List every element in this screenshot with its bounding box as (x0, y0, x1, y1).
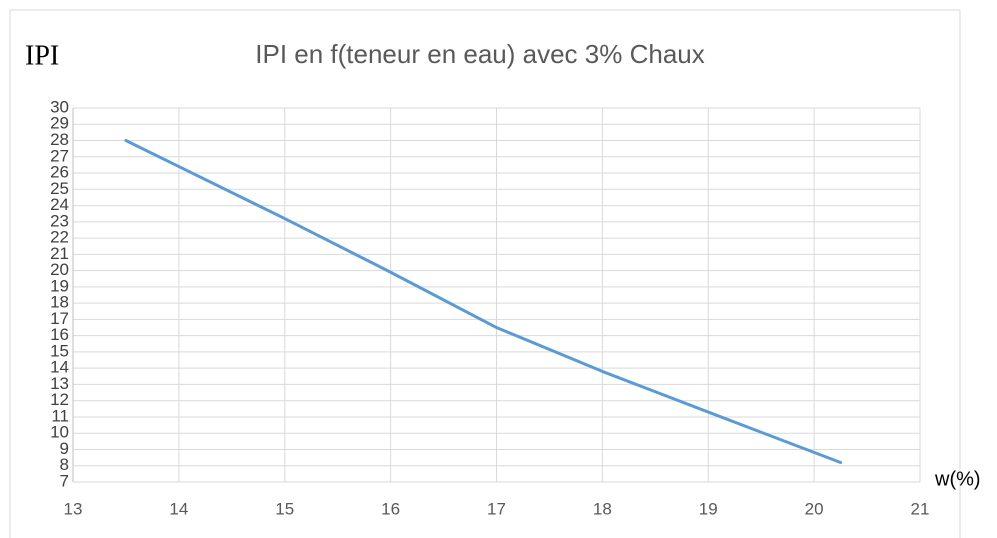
y-tick-label: 22 (50, 228, 69, 247)
y-tick-label: 15 (50, 341, 69, 360)
y-tick-label: 14 (50, 358, 69, 377)
y-tick-label: 30 (50, 97, 69, 116)
y-tick-label: 12 (50, 390, 69, 409)
y-tick-label: 8 (60, 455, 69, 474)
x-tick-label: 15 (275, 499, 294, 518)
x-tick-label: 16 (381, 499, 400, 518)
y-tick-label: 13 (50, 374, 69, 393)
y-tick-label: 10 (50, 423, 69, 442)
y-tick-label: 21 (50, 244, 69, 263)
y-tick-label: 24 (50, 195, 69, 214)
y-tick-label: 28 (50, 130, 69, 149)
series-line (124, 139, 843, 464)
chart-frame (9, 9, 961, 538)
y-tick-label: 17 (50, 309, 69, 328)
y-tick-label: 25 (50, 179, 69, 198)
x-tick-label: 13 (64, 499, 83, 518)
y-tick-label: 19 (50, 276, 69, 295)
y-tick-label: 9 (60, 439, 69, 458)
y-tick-label: 11 (51, 406, 69, 425)
x-tick-label: 17 (487, 499, 506, 518)
x-tick-label: 18 (593, 499, 612, 518)
y-tick-label: 7 (60, 471, 69, 490)
y-tick-label: 23 (50, 211, 69, 230)
y-tick-label: 27 (50, 146, 69, 165)
x-tick-label: 20 (805, 499, 824, 518)
y-axis-label: IPI (25, 40, 59, 71)
x-tick-label: 14 (169, 499, 188, 518)
x-tick-label: 19 (699, 499, 718, 518)
y-tick-label: 29 (50, 114, 69, 133)
y-tick-label: 16 (50, 325, 69, 344)
y-tick-label: 20 (50, 260, 69, 279)
x-axis-label: w(%) (934, 468, 981, 490)
x-tick-label: 21 (911, 499, 930, 518)
y-tick-label: 18 (50, 293, 69, 312)
chart-title: IPI en f(teneur en eau) avec 3% Chaux (255, 39, 705, 69)
y-tick-label: 26 (50, 163, 69, 182)
